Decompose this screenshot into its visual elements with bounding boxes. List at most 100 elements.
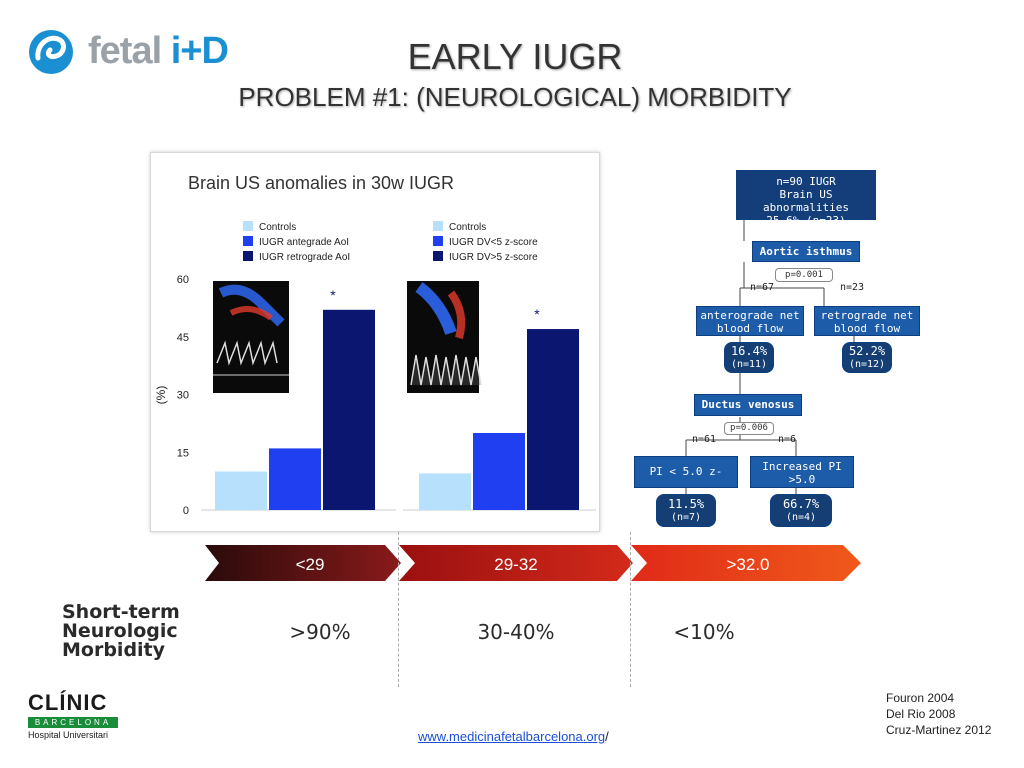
divider-2 [630,532,631,687]
legend-swatch [243,221,253,231]
timeline-label-3: >32.0 [726,555,770,574]
divider-1 [398,532,399,687]
flow-pi-high-pct: 66.7% [782,497,820,511]
flow-pi-low-pct: 11.5% [667,497,705,511]
y-tick-label: 15 [177,447,189,459]
flow-anterograde-pct: 16.4% [730,344,768,358]
bar [323,309,375,510]
clinic-logo: CLÍNIC BARCELONA Hospital Universitari [28,690,118,740]
clinic-name: CLÍNIC [28,690,108,715]
logo-suffix: i+D [170,30,229,72]
legend-swatch [433,221,443,231]
clinic-city: BARCELONA [28,717,118,728]
bar-chart: Brain US anomalies in 30w IUGR 0 15 30 45 60 (… [154,173,596,517]
flow-anterograde: anterograde net blood flow [696,306,804,336]
website-suffix: / [605,729,609,744]
flow-n-left1: n=67 [750,282,775,293]
flow-anterograde-n: (n=11) [730,359,768,370]
flow-ductus-venosus: Ductus venosus [694,394,802,416]
chart-title: Brain US anomalies in 30w IUGR [188,173,454,193]
reference-1: Fouron 2004 [886,691,955,705]
website-link[interactable]: www.medicinafetalbarcelona.org [418,729,606,744]
bar [419,473,471,510]
legend-swatch [433,251,443,261]
legend-swatch [243,236,253,246]
legend-label: IUGR DV>5 z-score [449,252,538,263]
reference-3: Cruz-Martinez 2012 [886,723,992,737]
flow-root-line2: Brain US abnormalities [762,188,850,214]
flow-anterograde-line2: blood flow [716,322,784,335]
logo-brand: fetal [88,30,162,72]
flow-retrograde: retrograde net blood flow [814,306,920,336]
website: www.medicinafetalbarcelona.org/ [418,729,609,744]
fetal-id-logo [28,28,228,78]
flow-n-left2: n=61 [692,434,717,445]
flow-n-right1: n=23 [840,282,865,293]
morbidity-label-line3: Morbidity [62,639,166,661]
fetal-logo-icon [29,30,73,74]
flow-p1: p=0.001 [775,268,833,282]
flow-pi-high-line1: Increased PI >5.0 [762,460,842,486]
flow-retrograde-pct: 52.2% [848,344,886,358]
bar [269,448,321,510]
y-axis-label: (%) [154,386,168,405]
morbidity-label-line1: Short-term [62,601,180,623]
flow-retrograde-line2: blood flow [833,322,901,335]
morbidity-label-line2: Neurologic [62,620,178,642]
flow-aortic-isthmus: Aortic isthmus [752,241,860,262]
timeline-label-1: <29 [295,555,325,574]
slide-subtitle: PROBLEM #1: (NEUROLOGICAL) MORBIDITY [238,82,792,112]
morbidity-value-1: >90% [289,620,351,644]
timeline-segment-2 [399,545,633,581]
morbidity-row-label: Short-term Neurologic Morbidity [62,603,180,660]
significance-marker: * [330,287,336,303]
flow-anterograde-result: 16.4% (n=11) [724,342,774,373]
timeline-arrow-shape [205,545,861,581]
flow-pi-high: Increased PI >5.0 z-scores [750,456,854,499]
timeline-segment-3 [631,545,861,581]
doppler-image-left [213,281,289,393]
flowchart: n=90 IUGR Brain US abnormalities 25.6% (… [630,168,920,538]
y-tick-label: 45 [177,332,189,344]
timeline-label-2: 29-32 [494,555,538,574]
legend-label: IUGR DV<5 z-score [449,237,538,248]
flow-pi-low-result: 11.5% (n=7) [656,494,716,527]
timeline-segment-1 [205,545,401,581]
legend-label: Controls [259,222,296,233]
morbidity-value-2: 30-40% [477,620,555,644]
flow-pi-high-result: 66.7% (n=4) [770,494,832,527]
flow-pi-high-n: (n=4) [785,512,817,523]
clinic-sub: Hospital Universitari [28,730,109,740]
flow-p2: p=0.006 [724,422,774,435]
reference-2: Del Rio 2008 [886,707,956,721]
y-tick-label: 30 [177,390,189,402]
y-tick-label: 0 [183,505,189,517]
doppler-image-right [407,281,482,393]
flowchart-connectors [685,220,855,494]
legend-label: Controls [449,222,486,233]
flow-retrograde-line1: retrograde net [820,309,914,322]
bar [473,433,525,510]
flow-retrograde-result: 52.2% (n=12) [842,342,892,373]
legend-label: IUGR retrograde AoI [259,252,350,263]
legend-swatch [243,251,253,261]
flow-pi-low-n: (n=7) [670,512,702,523]
flow-anterograde-line1: anterograde net [700,309,800,322]
flow-pi-low: PI < 5.0 z-scores [634,456,738,508]
flow-retrograde-n: (n=12) [848,359,886,370]
flow-root-line3: 25.6% (n=23) [766,214,846,227]
legend-swatch [433,236,443,246]
references: Fouron 2004 Del Rio 2008 Cruz-Martinez 2… [886,690,991,738]
legend-label: IUGR antegrade AoI [259,237,349,248]
significance-marker: * [534,306,540,322]
logo-text: fetal i+D [88,30,229,73]
bar [215,471,267,510]
slide-title: EARLY IUGR [407,36,623,77]
flow-root-line1: n=90 IUGR [776,175,836,188]
flow-root: n=90 IUGR Brain US abnormalities 25.6% (… [736,170,876,227]
morbidity-value-3: <10% [673,620,735,644]
y-tick-label: 60 [177,274,189,286]
gestational-age-arrow: <29 29-32 >32.0 [205,545,865,581]
flow-n-right2: n=6 [778,434,797,445]
bar [527,329,579,510]
